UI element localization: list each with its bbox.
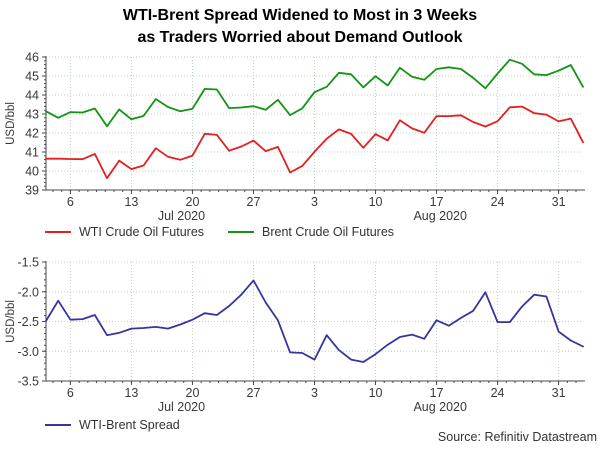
- x-tick-label: 6: [67, 195, 74, 209]
- month-label: Jul 2020: [158, 400, 205, 414]
- x-tick-label: 31: [552, 386, 566, 400]
- source-text: Source: Refinitiv Datastream: [437, 430, 597, 444]
- y-tick-label: 39: [25, 184, 39, 198]
- legend-item-spread: WTI-Brent Spread: [45, 418, 180, 432]
- WTI-Brent Spread-line: [45, 279, 584, 363]
- gridlines: [46, 261, 583, 381]
- x-tick-label: 13: [124, 386, 138, 400]
- month-label: Aug 2020: [413, 400, 467, 414]
- x-tick-label: 27: [247, 386, 261, 400]
- axis-labels: 6 13 20 27 3 10 17 24 31 Jul 2020 Aug 2020 -3.5 -3.0…: [5, 256, 566, 415]
- price-chart-legend: WTI Crude Oil Futures Brent Crude Oil Fu…: [45, 225, 394, 239]
- y-axis-title: USD/bbl: [5, 102, 17, 145]
- axis-labels: 6 13 20 27 3 10 17 24 31 Jul 2020 Aug 2020 39 40 41 42…: [5, 51, 566, 224]
- x-tick-label: 10: [369, 195, 383, 209]
- x-tick-label: 6: [67, 386, 74, 400]
- y-tick-label: -3.5: [17, 375, 39, 389]
- y-tick-label: 42: [25, 127, 39, 141]
- spread-chart: 6 13 20 27 3 10 17 24 31 Jul 2020 Aug 2020 -3.5 -3.0…: [5, 256, 585, 415]
- month-label: Jul 2020: [158, 209, 205, 223]
- y-tick-label: 44: [25, 89, 39, 103]
- x-tick-label: 3: [311, 386, 318, 400]
- wti-line-icon: [45, 231, 71, 233]
- y-tick-label: 40: [25, 165, 39, 179]
- y-tick-label: -3.0: [17, 345, 39, 359]
- legend-item-wti: WTI Crude Oil Futures: [45, 225, 204, 239]
- x-tick-label: 20: [186, 386, 200, 400]
- x-tick-label: 10: [369, 386, 383, 400]
- spread-line-icon: [45, 424, 71, 426]
- y-tick-label: -1.5: [17, 256, 39, 270]
- x-tick-label: 24: [491, 386, 505, 400]
- brent-line-icon: [228, 231, 255, 233]
- y-tick-label: 46: [25, 51, 39, 65]
- x-tick-label: 31: [552, 195, 566, 209]
- y-tick-label: 41: [25, 146, 39, 160]
- Brent Crude Oil Futures-line: [45, 58, 584, 128]
- y-tick-label: 45: [25, 70, 39, 84]
- y-axis-title: USD/bbl: [5, 300, 17, 343]
- y-tick-label: 43: [25, 108, 39, 122]
- spread-chart-legend: WTI-Brent Spread: [45, 418, 180, 432]
- y-tick-label: -2.0: [17, 285, 39, 299]
- x-tick-label: 17: [430, 195, 444, 209]
- x-tick-label: 27: [247, 195, 261, 209]
- x-tick-label: 24: [491, 195, 505, 209]
- x-tick-label: 3: [311, 195, 318, 209]
- WTI Crude Oil Futures-line: [45, 105, 584, 180]
- legend-item-brent: Brent Crude Oil Futures: [228, 225, 394, 239]
- page-title-line1: WTI-Brent Spread Widened to Most in 3 We…: [122, 7, 478, 24]
- gridlines: [46, 56, 583, 190]
- legend-label-wti: WTI Crude Oil Futures: [79, 225, 205, 239]
- page-title: WTI-Brent Spread Widened to Most in 3 We…: [0, 5, 600, 49]
- axes: [42, 56, 585, 194]
- month-label: Aug 2020: [413, 209, 467, 223]
- x-tick-label: 13: [124, 195, 138, 209]
- page-title-line2: as Traders Worried about Demand Outlook: [137, 29, 463, 46]
- legend-label-brent: Brent Crude Oil Futures: [262, 225, 395, 239]
- x-tick-label: 20: [186, 195, 200, 209]
- price-chart: 6 13 20 27 3 10 17 24 31 Jul 2020 Aug 2020 39 40 41 42…: [5, 51, 585, 224]
- y-tick-label: -2.5: [17, 315, 39, 329]
- x-tick-label: 17: [430, 386, 444, 400]
- legend-label-spread: WTI-Brent Spread: [79, 418, 180, 432]
